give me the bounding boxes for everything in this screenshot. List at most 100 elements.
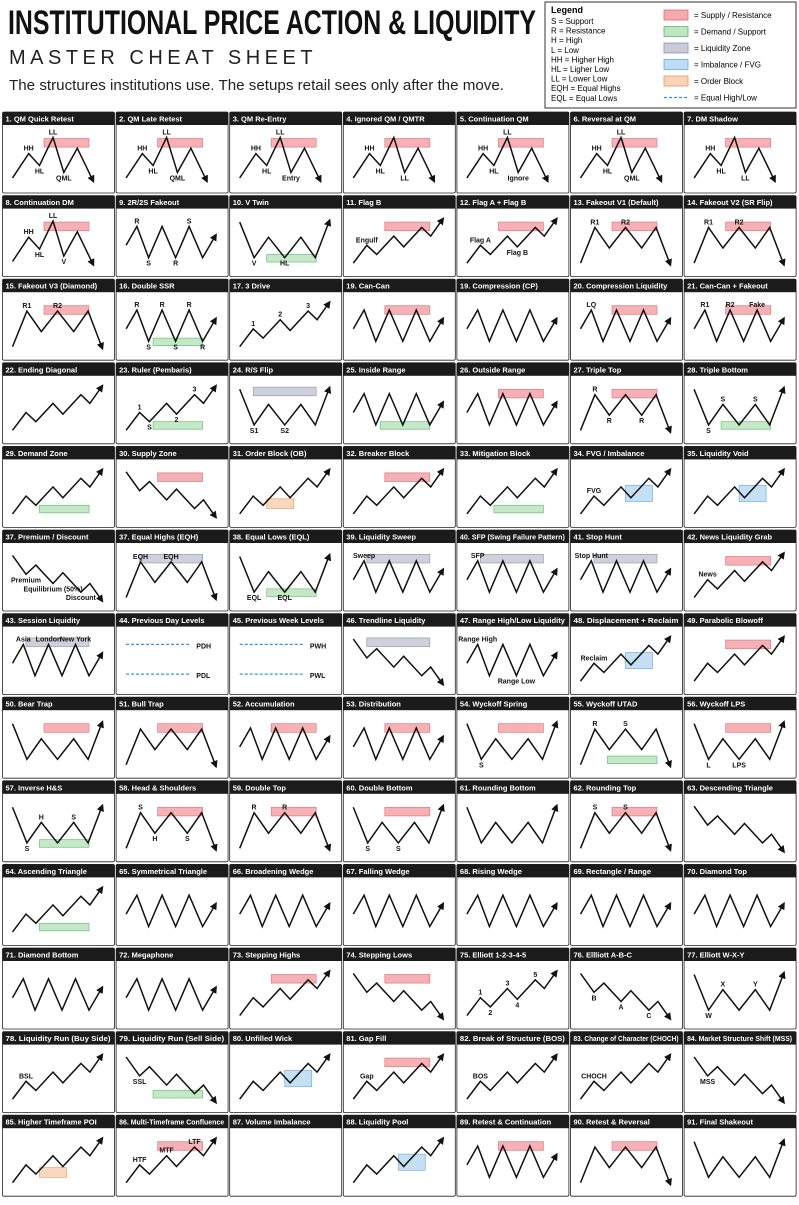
pattern-label: BOS: [473, 1073, 489, 1080]
zone: [384, 1057, 431, 1068]
pattern-card: 14. Fakeout V2 (SR Flip) R1 R2: [683, 195, 797, 278]
card-title: 76. Ellliott A-B-C: [574, 951, 633, 960]
card-title-bar: [116, 780, 229, 794]
pattern-label: S: [623, 805, 628, 812]
pattern-label: PWL: [310, 673, 326, 680]
card-title: 58. Head & Shoulders: [119, 783, 196, 792]
card-title-bar: [456, 362, 569, 376]
card-title: 77. Elliott W-X-Y: [687, 951, 744, 960]
card-title: 59. Double Top: [233, 783, 287, 792]
pattern-label: CHOCH: [581, 1073, 607, 1080]
card-title-bar: [2, 697, 115, 711]
pattern-label: S: [25, 846, 30, 853]
price-path: [11, 976, 104, 1013]
zone: [43, 723, 90, 733]
pattern-label: Ignore: [508, 176, 529, 183]
card-title-bar: [116, 1031, 229, 1045]
pattern-card: 47. Range High/Low Liquidity Range High Ra…: [456, 613, 570, 695]
pattern-label: EQH: [133, 554, 148, 561]
price-path: [125, 471, 217, 519]
zone: [498, 723, 544, 733]
pattern-card: 56. Wyckoff LPS L LPS: [683, 696, 797, 779]
legend-swatch: [663, 26, 689, 37]
pattern-card: 58. Head & Shoulders S H S: [115, 780, 229, 863]
pattern-label: R: [592, 721, 597, 728]
card-title: 28. Triple Bottom: [687, 365, 748, 374]
pattern-label: Asia: [16, 636, 31, 643]
zone: [270, 723, 317, 733]
legend-zone: = Liquidity Zone: [694, 44, 751, 53]
price-path: [579, 467, 672, 515]
tagline: The structures institutions use. The set…: [9, 78, 504, 94]
pattern-label: S: [753, 396, 758, 403]
price-path: [125, 135, 208, 184]
pattern-label: S: [71, 814, 76, 821]
pattern-label: R1: [590, 219, 599, 226]
pattern-label: London: [36, 636, 62, 643]
pattern-label: PDH: [196, 643, 211, 650]
zone: [384, 221, 431, 232]
pattern-card: 42. News Liquidity Grab News: [683, 529, 797, 612]
price-path: [693, 720, 786, 761]
card-title-bar: [456, 1115, 569, 1129]
pattern-label: HL: [35, 252, 45, 259]
pattern-card: 78. Liquidity Run (Buy Side) BSL: [2, 1031, 115, 1113]
pattern-label: R: [282, 805, 287, 812]
card-title: 89. Retest & Continuation: [460, 1118, 552, 1127]
card-title: 65. Symmetrical Triangle: [119, 867, 207, 876]
card-title-bar: [343, 446, 456, 460]
card-title: 79. Liquidity Run (Sell Side): [119, 1034, 225, 1043]
pattern-label: R: [134, 302, 139, 309]
card-title-bar: [456, 530, 569, 543]
pattern-label: SFP: [471, 553, 485, 560]
pattern-card: 76. Ellliott A-B-C B A C: [570, 947, 683, 1030]
card-title: 37. Equal Highs (EQH): [119, 533, 199, 542]
card-title: 29. Demand Zone: [6, 449, 68, 458]
pattern-label: R: [607, 418, 612, 425]
price-path: [466, 217, 558, 264]
pattern-label: LL: [400, 176, 409, 183]
price-path: [352, 893, 445, 929]
card-title: 32. Breaker Block: [346, 449, 410, 458]
card-title: 11. Flag B: [346, 198, 382, 207]
pattern-label: S: [623, 721, 628, 728]
price-path: [11, 1053, 104, 1100]
card-title-bar: [2, 780, 115, 794]
zone: [384, 974, 431, 984]
card-title: 91. Final Shakeout: [687, 1118, 753, 1127]
pattern-label: R: [160, 302, 165, 309]
pattern-card: 37. Premium / Discount Premium Equilibrium…: [2, 529, 115, 612]
pattern-label: HH: [24, 229, 34, 236]
pattern-label: W: [705, 1013, 712, 1020]
zone: [39, 922, 90, 932]
card-title: 17. 3 Drive: [233, 282, 271, 291]
legend-zone: = Equal High/Low: [694, 94, 757, 103]
price-path: [125, 384, 217, 431]
pattern-label: S: [187, 218, 192, 225]
card-title: 66. Broadening Wedge: [233, 867, 314, 876]
card-title: 87. Volume Imbalance: [233, 1118, 311, 1127]
card-title-bar: [570, 362, 683, 376]
pattern-label: S2: [280, 428, 289, 435]
card-title-bar: [116, 195, 229, 209]
price-path: [352, 726, 445, 762]
card-title-bar: [229, 112, 342, 125]
pattern-card: 64. Ascending Triangle: [2, 864, 115, 946]
zone: [152, 421, 203, 430]
legend-abbreviation: EQH = Equal Highs: [551, 84, 621, 93]
zone: [480, 553, 544, 564]
card-title-bar: [343, 195, 456, 209]
card-title: 13. Fakeout V1 (Default): [574, 198, 660, 207]
pattern-label: R: [173, 261, 178, 268]
pattern-label: FVG: [587, 488, 602, 495]
card-title: 20. Compression Liquidity: [574, 282, 669, 291]
zone: [384, 472, 431, 482]
pattern-card: 90. Retest & Reversal: [570, 1114, 683, 1197]
pattern-card: 91. Final Shakeout: [683, 1114, 797, 1197]
price-path: [11, 467, 104, 515]
price-path: [579, 635, 672, 682]
zone: [270, 138, 317, 148]
pattern-card: 20. Compression Liquidity LQ: [570, 278, 683, 361]
card-title: 40. SFP (Swing Failure Pattern): [460, 533, 565, 542]
